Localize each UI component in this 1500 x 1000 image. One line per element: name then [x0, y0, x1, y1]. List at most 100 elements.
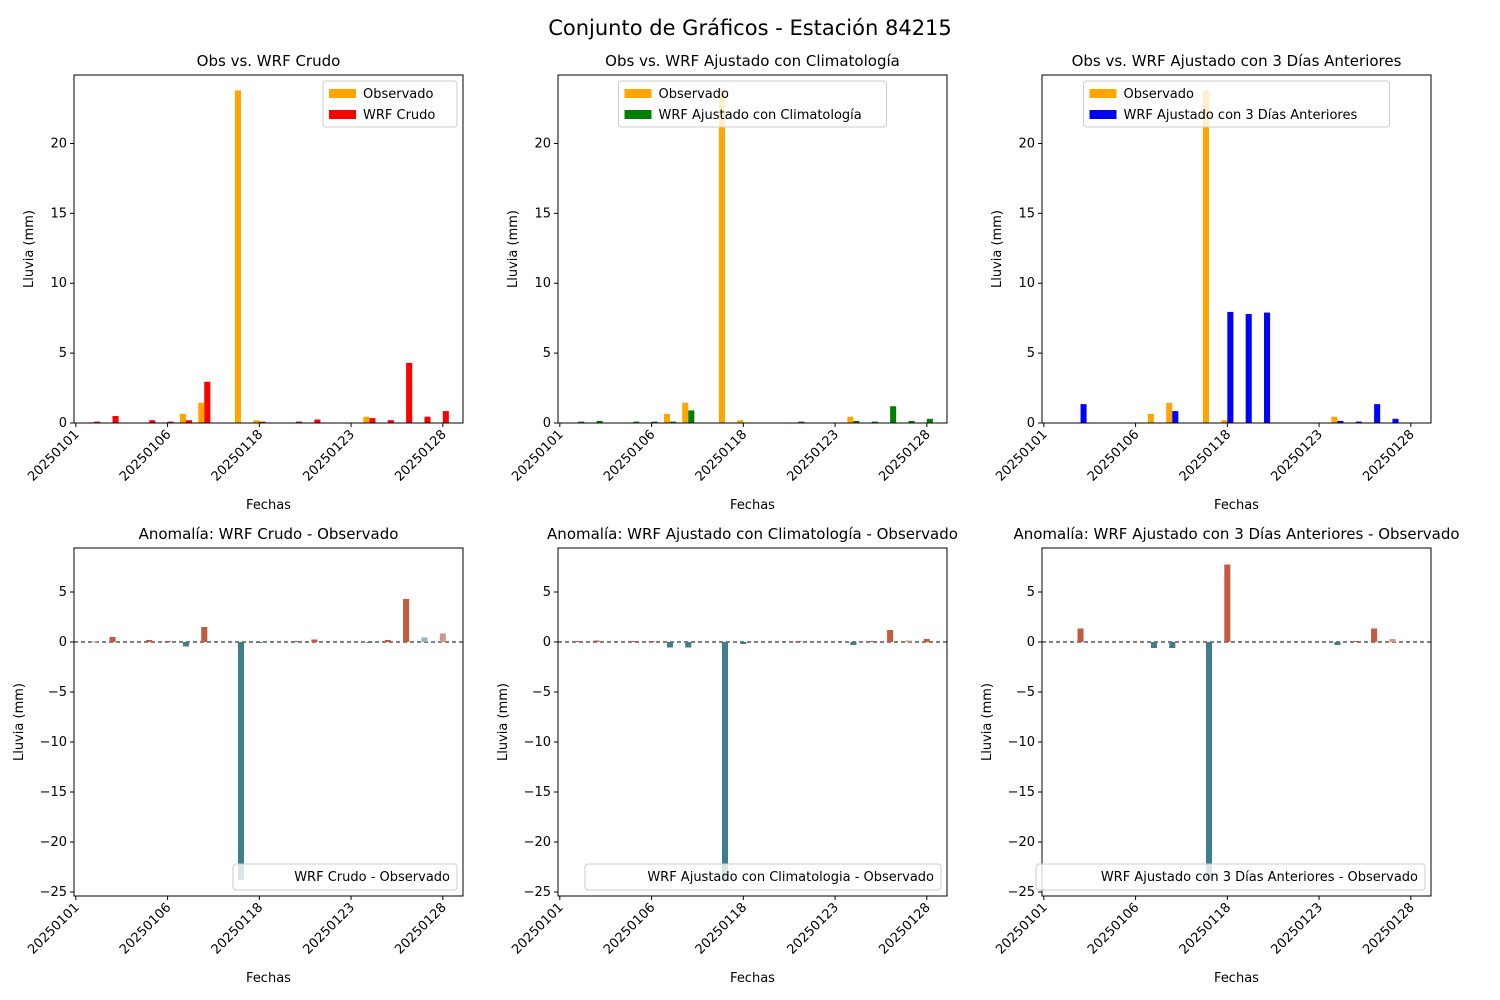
legend-label: WRF Crudo	[363, 108, 435, 123]
legend-swatch	[329, 89, 356, 98]
ytick-label: 0	[1027, 635, 1035, 650]
plot-frame	[1041, 547, 1432, 897]
legend-label: WRF Ajustado con Climatologia - Observad…	[647, 870, 934, 885]
bar-1-8	[1371, 628, 1378, 642]
bar-1-2	[682, 402, 689, 423]
bar-1-4	[737, 420, 744, 423]
bar-2-3	[1227, 311, 1234, 423]
legend: Observado WRF Ajustado con Climatología	[618, 80, 887, 128]
bar-1-5	[847, 416, 854, 423]
ytick-label: 5	[1027, 585, 1035, 600]
bar-1-4	[1221, 420, 1228, 423]
x-axis-label: Fechas	[1214, 971, 1259, 986]
legend: WRF Ajustado con Climatologia - Observad…	[584, 863, 942, 891]
legend-box	[1083, 80, 1390, 128]
bar-1-4	[164, 641, 171, 642]
chart-panel-2: Obs vs. WRF Ajustado con Climatología 0 5 1…	[506, 52, 948, 513]
bar-1-14	[421, 637, 428, 642]
bar-1-5	[182, 642, 189, 647]
plot-frame	[73, 74, 464, 424]
bar-1-1	[1077, 628, 1084, 642]
bar-1-3	[718, 90, 725, 423]
ytick-label: −25	[1008, 885, 1035, 900]
bar-1-1	[575, 641, 582, 642]
chart-panel-6: Anomalía: WRF Ajustado con 3 Días Anteri…	[980, 525, 1460, 986]
legend: Observado WRF Crudo	[322, 80, 458, 128]
chart-title: Obs vs. WRF Ajustado con Climatología	[605, 52, 900, 70]
x-axis-label: Fechas	[246, 971, 291, 986]
xtick-label: 20250123	[785, 900, 842, 957]
chart-title: Obs vs. WRF Crudo	[197, 52, 341, 70]
xtick-label: 20250118	[1177, 900, 1234, 957]
chart-panel-4: Anomalía: WRF Crudo - Observado −25 −20 −15…	[12, 525, 464, 986]
bar-2-3	[149, 420, 156, 423]
bar-1-9	[292, 641, 300, 642]
bar-1-3	[630, 641, 637, 642]
bar-1-14	[923, 639, 930, 642]
bar-2-10	[890, 406, 897, 423]
legend-swatch	[329, 110, 356, 119]
ytick-label: 5	[59, 585, 67, 600]
ytick-label: 10	[50, 276, 67, 291]
ytick-label: −15	[40, 785, 67, 800]
bar-2-13	[424, 416, 431, 423]
ytick-label: 5	[1027, 346, 1035, 361]
bar-1-3	[198, 402, 205, 423]
xtick-label: 20250101	[509, 427, 566, 484]
bar-1-2	[109, 637, 116, 642]
bar-2-7	[259, 421, 266, 423]
xtick-label: 20250128	[1360, 427, 1417, 484]
chart-title: Anomalía: WRF Crudo - Observado	[139, 525, 399, 543]
legend: Observado WRF Ajustado con 3 Días Anterio…	[1083, 80, 1390, 128]
xtick-label: 20250106	[117, 900, 174, 957]
bar-1-3	[1202, 90, 1209, 423]
xtick-label: 20250123	[1269, 427, 1326, 484]
bar-2-8	[1374, 404, 1381, 423]
bar-1-10	[311, 639, 318, 642]
bar-1-9	[1389, 639, 1396, 642]
ytick-label: 20	[50, 136, 67, 151]
bar-2-3	[633, 421, 640, 423]
bar-2-1	[94, 421, 101, 423]
ytick-label: 0	[543, 416, 551, 431]
bar-1-6	[685, 642, 692, 648]
xtick-label: 20250101	[509, 900, 566, 957]
xtick-label: 20250128	[392, 900, 449, 957]
ytick-label: 20	[1018, 136, 1035, 151]
legend-swatch	[624, 110, 652, 119]
xtick-label: 20250118	[693, 900, 750, 957]
bar-1-9	[795, 641, 802, 642]
ytick-label: −10	[1008, 735, 1035, 750]
ytick-label: 10	[1018, 276, 1035, 291]
legend-label: Observado	[1124, 87, 1195, 102]
plot-frame	[1041, 74, 1432, 424]
bar-2-4	[167, 421, 174, 423]
bar-1-1	[91, 641, 98, 643]
bar-1-11	[868, 641, 875, 642]
ytick-label: −20	[524, 835, 551, 850]
bar-2-1	[1080, 404, 1087, 423]
chart-panel-1: Obs vs. WRF Crudo 0 5 10 15 20 20250101 2025010…	[22, 52, 464, 513]
bar-2-5	[185, 420, 192, 423]
ytick-label: 5	[543, 585, 551, 600]
x-axis-label: Fechas	[1214, 498, 1259, 513]
bar-2-6	[204, 381, 211, 423]
xtick-label: 20250106	[1085, 427, 1142, 484]
bar-1-13	[905, 640, 912, 642]
legend-box	[584, 863, 942, 891]
x-axis-label: Fechas	[730, 498, 775, 513]
bar-2-10	[369, 418, 376, 423]
bar-2-9	[314, 419, 321, 423]
chart-panel-3: Obs vs. WRF Ajustado con 3 Días Anterior…	[990, 52, 1432, 513]
bar-1-1	[1147, 413, 1154, 423]
ytick-label: 0	[543, 635, 551, 650]
bar-1-6	[201, 627, 208, 642]
chart-title: Anomalía: WRF Ajustado con 3 Días Anteri…	[1013, 525, 1459, 543]
legend-swatch	[624, 89, 652, 98]
bar-2-7	[798, 421, 805, 423]
ytick-label: 5	[543, 346, 551, 361]
legend-box	[232, 863, 458, 891]
bar-2-2	[596, 420, 603, 423]
bar-2-6	[688, 410, 695, 423]
